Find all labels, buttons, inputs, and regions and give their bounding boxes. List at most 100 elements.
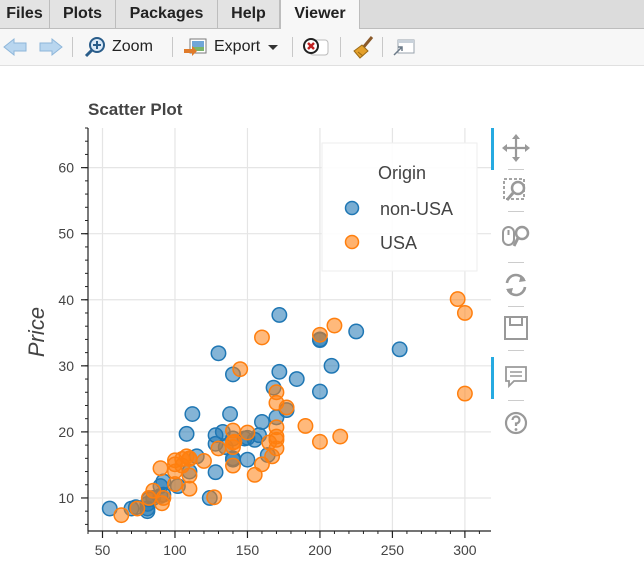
y-tick-label: 50 <box>58 226 74 242</box>
y-tick-label: 10 <box>58 490 74 506</box>
scatter-point-usa[interactable] <box>449 291 466 308</box>
active-tool-indicator <box>491 128 494 170</box>
scatter-point-usa[interactable] <box>311 433 328 450</box>
scatter-point-usa[interactable] <box>167 476 183 493</box>
zoom-label: Zoom <box>112 38 153 55</box>
reset-icon <box>505 273 527 297</box>
legend-label-usa: USA <box>380 233 417 253</box>
legend-swatch-non-usa <box>344 200 360 216</box>
popout-button[interactable] <box>392 29 416 65</box>
back-button[interactable] <box>2 29 28 65</box>
save-icon <box>504 316 528 340</box>
export-icon <box>184 38 207 56</box>
clear-viewer-button[interactable] <box>302 29 330 65</box>
scatter-point-usa[interactable] <box>226 433 243 450</box>
forward-button[interactable] <box>38 29 64 65</box>
scatter-point-non-usa[interactable] <box>271 363 288 380</box>
reset-tool[interactable] <box>500 269 532 301</box>
scatter-point-usa[interactable] <box>278 399 295 416</box>
legend-swatch-usa <box>344 234 360 250</box>
pane-tabbar: Files Plots Packages Help Viewer <box>0 0 644 29</box>
scatter-point-usa[interactable] <box>113 507 130 524</box>
chart-points <box>101 291 473 524</box>
chart-legend: Origin non-USA USA <box>321 142 478 272</box>
scatter-point-usa[interactable] <box>297 418 314 434</box>
scatter-point-usa[interactable] <box>210 440 227 457</box>
scatter-point-usa[interactable] <box>181 451 198 467</box>
broom-icon <box>353 36 374 59</box>
clear-all-button[interactable] <box>350 29 376 65</box>
scatter-point-non-usa[interactable] <box>239 451 256 468</box>
x-tick-label: 200 <box>308 542 332 558</box>
active-tool-indicator <box>491 357 494 399</box>
tab-viewer[interactable]: Viewer <box>280 0 360 29</box>
scatter-point-usa[interactable] <box>232 361 249 378</box>
y-tick-label: 60 <box>58 160 74 176</box>
viewer-toolbar: Zoom Export <box>0 29 644 66</box>
scatter-point-non-usa[interactable] <box>311 383 328 400</box>
tab-help[interactable]: Help <box>218 0 280 28</box>
scatter-point-usa[interactable] <box>206 489 223 506</box>
popout-icon <box>393 39 415 56</box>
pan-tool[interactable] <box>500 132 532 164</box>
scatter-point-usa[interactable] <box>155 490 172 506</box>
scatter-point-usa[interactable] <box>181 480 198 497</box>
scatter-point-usa[interactable] <box>268 419 285 436</box>
y-tick-label: 20 <box>58 424 74 440</box>
scatter-point-usa[interactable] <box>181 467 198 484</box>
magnifier-icon <box>84 37 105 58</box>
chevron-down-icon <box>268 45 279 50</box>
scatter-point-usa[interactable] <box>456 385 473 402</box>
scatter-point-non-usa[interactable] <box>184 406 201 423</box>
tab-files[interactable]: Files <box>0 0 50 28</box>
hover-tool[interactable] <box>500 362 532 394</box>
help-tool[interactable] <box>500 407 532 439</box>
box-zoom-icon <box>503 178 526 201</box>
scatter-point-usa[interactable] <box>326 317 343 334</box>
scatter-point-non-usa[interactable] <box>391 341 408 358</box>
x-tick-label: 250 <box>381 542 405 558</box>
scatter-point-non-usa[interactable] <box>210 345 227 362</box>
scatter-point-usa[interactable] <box>268 384 285 401</box>
zoom-button[interactable]: Zoom <box>84 29 153 65</box>
scatter-point-non-usa[interactable] <box>207 464 224 481</box>
scatter-point-usa[interactable] <box>225 457 241 474</box>
scatter-point-usa[interactable] <box>456 305 473 321</box>
scatter-point-usa[interactable] <box>196 453 212 469</box>
export-button[interactable]: Export <box>184 29 280 65</box>
help-icon <box>504 411 528 435</box>
scatter-point-non-usa[interactable] <box>348 323 365 340</box>
save-tool[interactable] <box>500 312 532 344</box>
x-tick-label: 50 <box>95 542 111 558</box>
x-tick-label: 100 <box>163 542 187 558</box>
scatter-point-non-usa[interactable] <box>178 425 195 442</box>
scatter-point-usa[interactable] <box>152 460 169 477</box>
box-zoom-tool[interactable] <box>500 174 532 206</box>
pan-icon <box>502 134 530 162</box>
scatter-point-usa[interactable] <box>254 329 270 346</box>
scatter-point-usa[interactable] <box>268 440 285 457</box>
tab-plots[interactable]: Plots <box>50 0 116 28</box>
scatter-point-usa[interactable] <box>311 326 328 343</box>
scatter-point-usa[interactable] <box>167 456 183 473</box>
scatter-point-usa[interactable] <box>332 428 349 445</box>
tab-packages[interactable]: Packages <box>116 0 218 28</box>
clear-icon <box>303 38 329 56</box>
scatter-point-non-usa[interactable] <box>288 371 305 387</box>
y-tick-label: 40 <box>58 292 74 308</box>
y-tick-label: 30 <box>58 358 74 374</box>
scatter-point-non-usa[interactable] <box>271 307 288 323</box>
arrow-right-icon <box>39 37 63 57</box>
scatter-point-usa[interactable] <box>239 424 256 441</box>
wheel-zoom-tool[interactable] <box>500 221 532 253</box>
scatter-point-non-usa[interactable] <box>254 414 270 430</box>
export-label: Export <box>214 38 261 55</box>
chart-axes: 50 100 150 200 250 300 10 20 30 40 50 60 <box>58 127 491 558</box>
scatter-point-non-usa[interactable] <box>222 406 239 423</box>
scatter-point-non-usa[interactable] <box>323 357 340 374</box>
y-axis-label: Price <box>24 307 49 357</box>
scatter-point-usa[interactable] <box>129 500 146 517</box>
x-tick-label: 300 <box>453 542 477 558</box>
legend-label-non-usa: non-USA <box>380 199 453 219</box>
